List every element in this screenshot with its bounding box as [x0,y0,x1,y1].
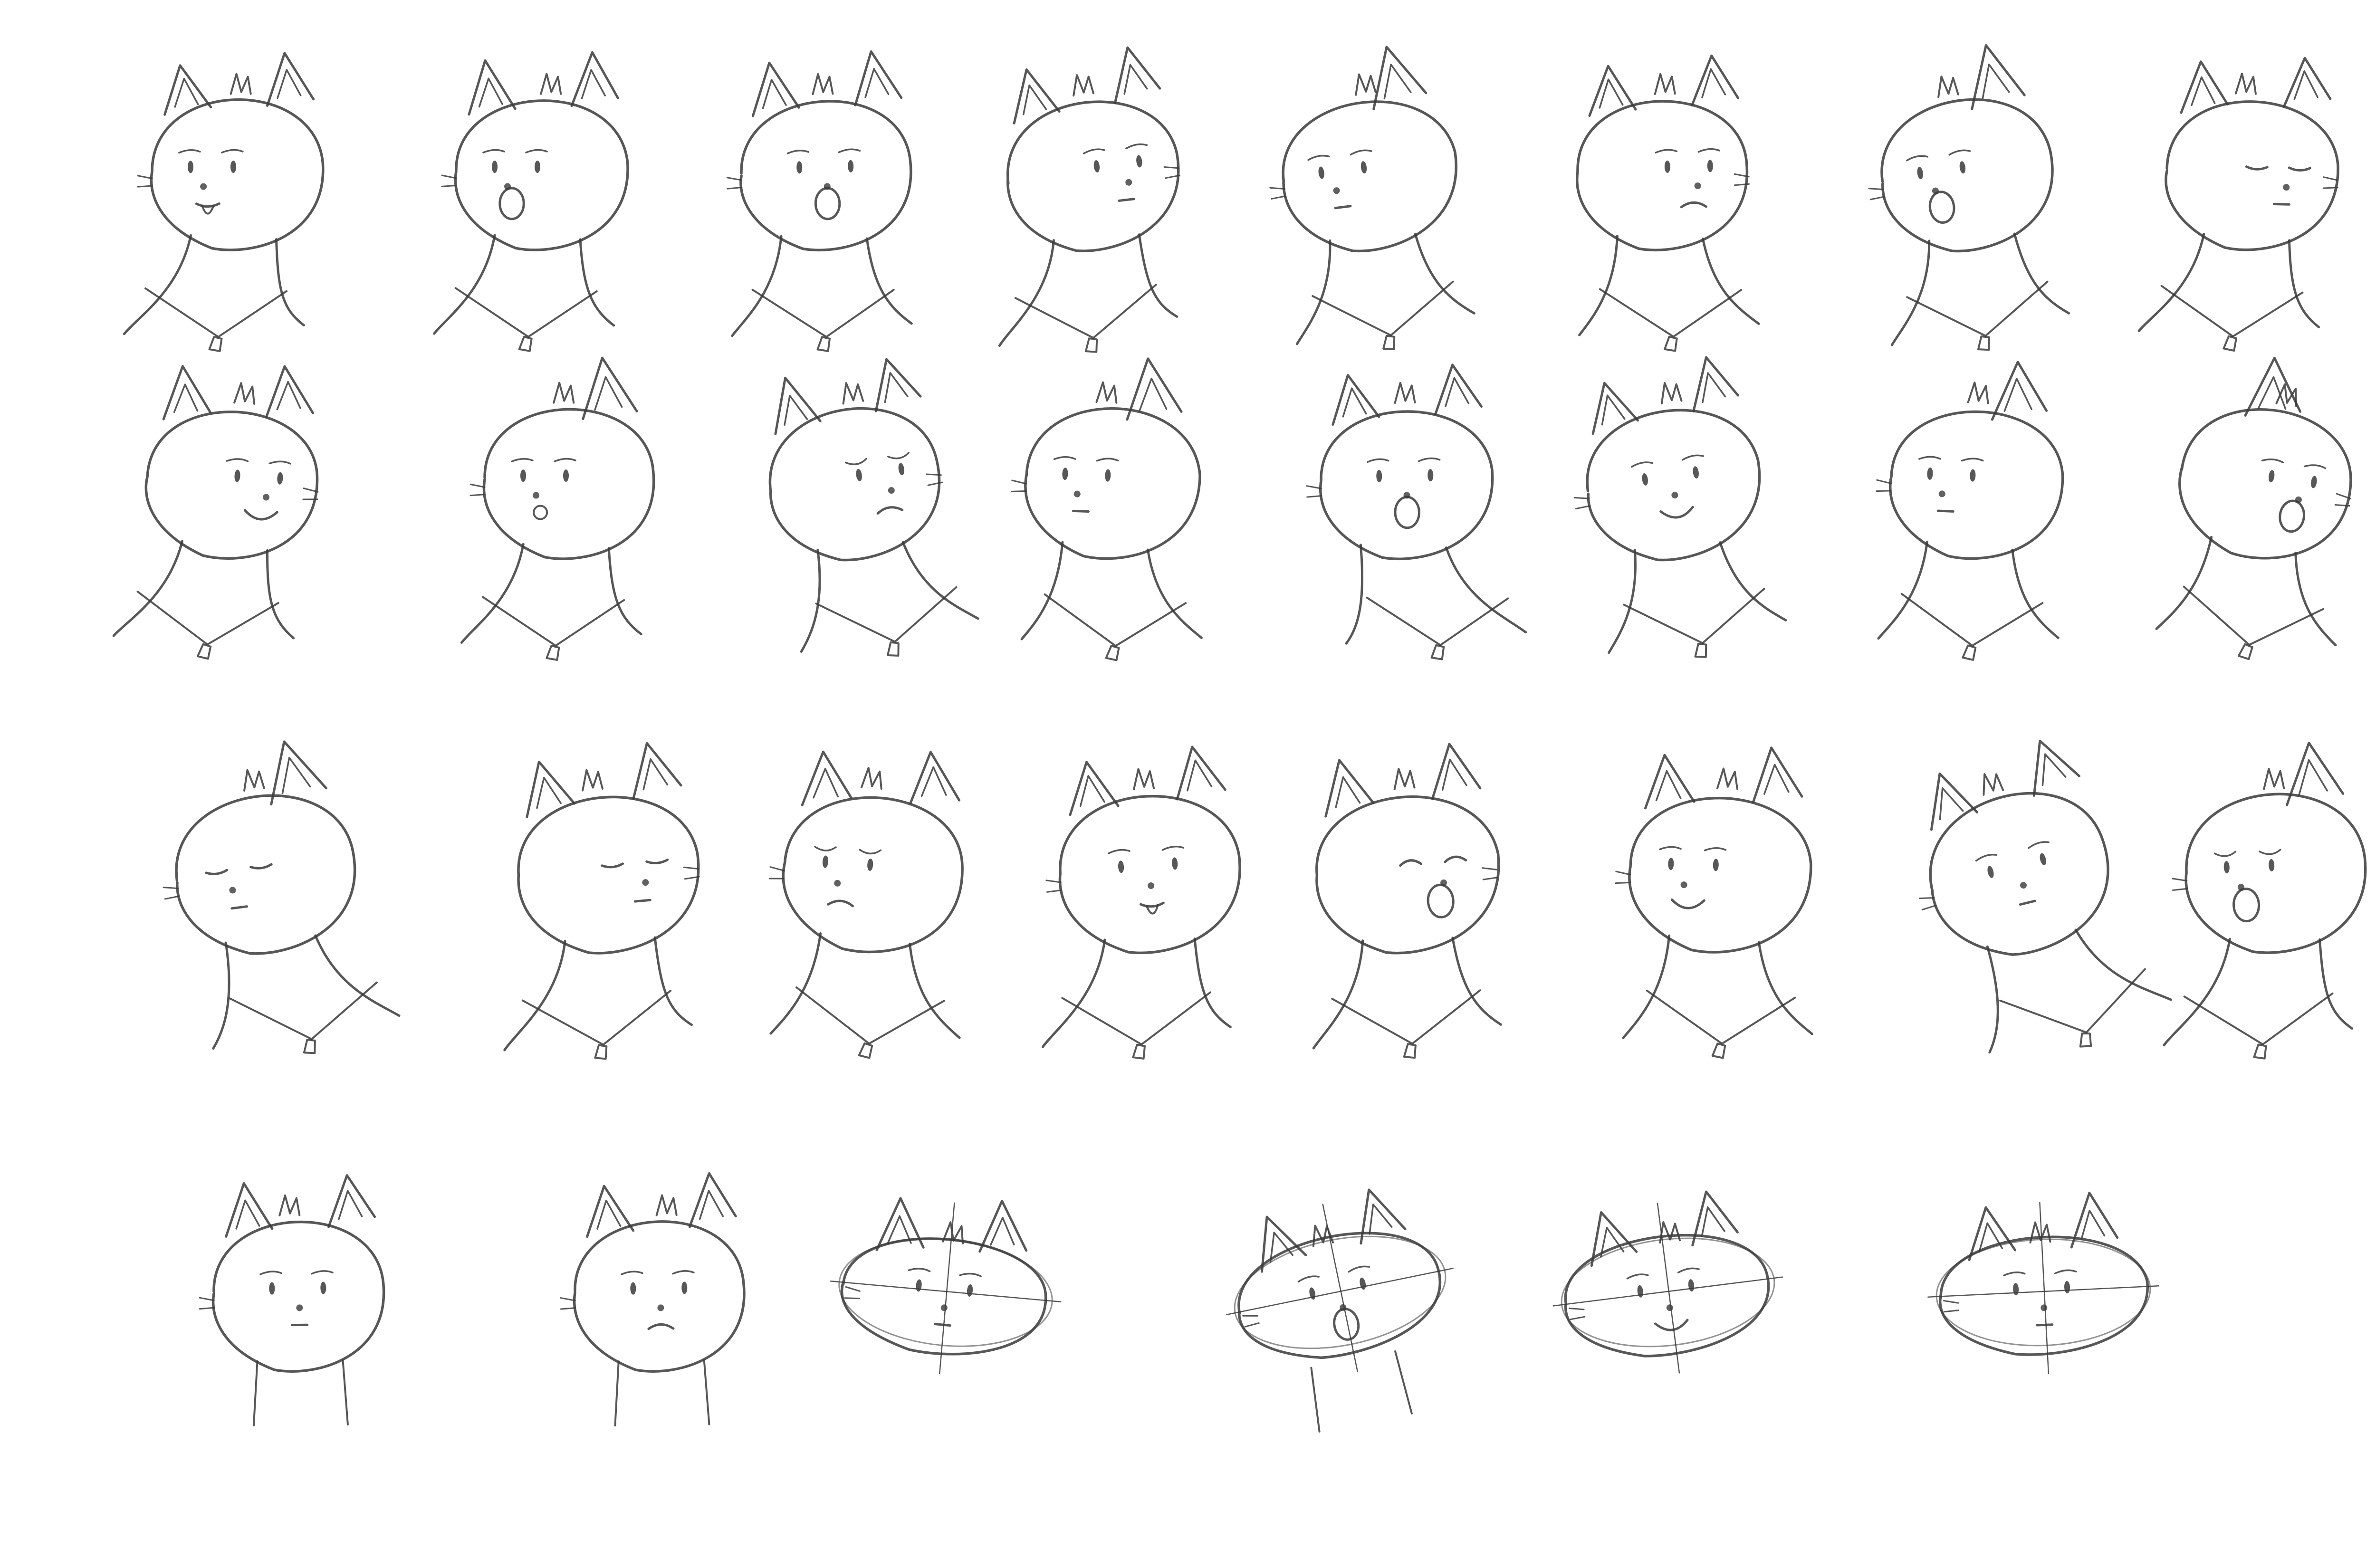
cat-head-sketch [163,740,401,1054]
sketch-row-4 [199,1172,2159,1433]
cat-head-sketch [1306,363,1527,660]
cat-head-sketch [460,356,655,661]
cat-head-sketch [1615,746,1813,1059]
cat-head-sketch [1927,1192,2159,1374]
cat-head-sketch [768,358,979,657]
cat-head-sketch [768,750,964,1059]
cat-head-sketch [1041,746,1241,1060]
cat-head-sketch [1312,743,1502,1059]
cat-head-sketch [726,50,913,352]
cat-head-sketch [1552,1190,1783,1374]
cat-head-sketch [199,1174,385,1427]
cat-head-sketch [1868,44,2070,351]
cat-head-sketch [1918,739,2172,1054]
cat-head-sketch [2155,356,2352,660]
cat-head-sketch [112,365,319,660]
cat-head-sketch [998,46,1180,353]
cat-head-sketch [1011,357,1203,661]
cat-head-sketch [433,51,629,352]
cat-head-sketch [503,742,700,1060]
sketch-row-3 [163,739,2367,1060]
cat-head-sketch [830,1197,1062,1374]
cat-head-sketch [2137,57,2339,352]
cat-head-sketch [1575,54,1760,352]
cat-head-sketch [1573,356,1787,658]
cat-head-sketch [1876,361,2064,661]
cat-head-sketch [560,1172,746,1427]
cat-head-sketch [1269,46,1475,351]
cat-head-sketch [1226,1188,1454,1433]
sketch-row-2 [112,356,2352,661]
cat-head-sketch [123,52,325,352]
cat-head-sketch [2163,742,2367,1060]
sketch-row-1 [123,44,2339,353]
sketch-layer [112,44,2367,1433]
